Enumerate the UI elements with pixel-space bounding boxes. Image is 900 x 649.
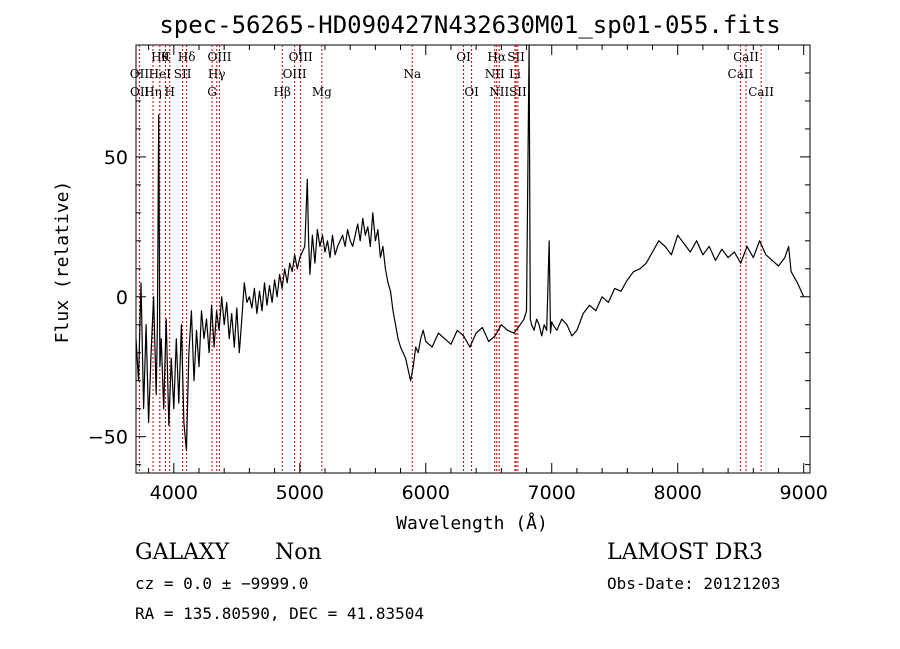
x-axis-label: Wavelength (Å) [396,512,548,534]
spectral-line-label: OI [464,85,479,99]
spectral-line-label: SII [174,67,192,81]
y-tick-label: 50 [104,147,128,169]
x-tick-label: 4000 [150,482,198,504]
y-axis-label: Flux (relative) [52,181,73,344]
y-tick-label: −50 [88,427,128,449]
coordinates-line: RA = 135.80590, DEC = 41.83504 [135,604,424,623]
flux-line [135,44,805,452]
y-tick-label: 0 [116,287,128,309]
spectral-line-label: Hη [144,85,162,99]
spectral-line-label: Hβ [274,85,291,99]
object-type: GALAXY [135,540,230,565]
spectral-line-label: NII [485,67,505,81]
spectral-line-label: SII [509,85,527,99]
spectral-line-label: CaII [728,67,754,81]
spectral-line-label: HeI [149,67,172,81]
spectral-line-label: OI [456,50,471,64]
x-tick-label: 7000 [528,482,576,504]
spectral-line-label: OIII [207,50,231,64]
x-tick-label: 5000 [276,482,324,504]
observation-date: Obs-Date: 20121203 [607,574,781,593]
spectral-line-label: Li [509,67,521,81]
spectral-line-label: OII [130,85,150,99]
x-tick-label: 9000 [780,482,828,504]
spectral-line-label: Hγ [208,67,226,81]
redshift-line: cz = 0.0 ± −9999.0 [135,574,309,593]
spectral-line-label: G [207,85,217,99]
spectral-line-label: NII [489,85,509,99]
spectral-line-label: OIII [289,50,313,64]
spectral-line-label: Mg [312,85,332,99]
spectral-line-label: Hα [487,50,506,64]
axis-ticks: 4000 5000 6000 7000 8000 9000 −50 0 50 [88,45,828,504]
spectral-line-label: Na [403,67,421,81]
spectral-line-label: SII [507,50,525,64]
spectral-line-label: CaII [733,50,759,64]
x-tick-label: 6000 [402,482,450,504]
spectral-line-label: OII [130,67,150,81]
spectral-line-label: Hδ [178,50,196,64]
spectral-line-label: K [161,50,171,64]
plot-frame [135,44,811,474]
flux-series [135,44,805,452]
object-subclass: Non [275,540,322,565]
chart-title: spec-56265-HD090427N432630M01_sp01-055.f… [159,11,780,39]
spectral-line-label: OIII [283,67,307,81]
spectral-line-label: Hθ [151,50,169,64]
plot-axes [135,44,811,474]
spectral-line-markers [138,45,762,473]
spectral-line-label: H [165,85,175,99]
spectral-line-label: CaII [748,85,774,99]
x-tick-label: 8000 [654,482,702,504]
survey-name: LAMOST DR3 [607,540,763,565]
